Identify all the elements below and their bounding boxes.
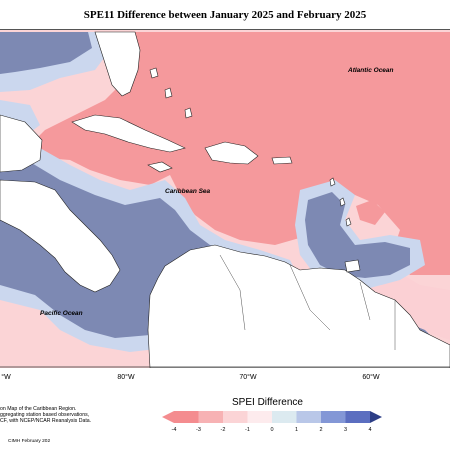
colorbar-bin <box>247 411 272 423</box>
colorbar-tick-label: -3 <box>196 427 201 433</box>
title-bar: SPE11 Difference between January 2025 an… <box>0 0 450 30</box>
colorbar-tick-label: -1 <box>245 427 250 433</box>
land-mexico <box>0 114 43 173</box>
land-florida <box>94 31 141 97</box>
lon-label-85w: °W <box>1 374 11 381</box>
colorbar-arrow-left <box>162 411 174 423</box>
colorbar: -4 -3 -2 -1 0 1 2 3 4 <box>162 411 382 433</box>
colorbar-arrow-right <box>370 411 382 423</box>
land-bahamas-1 <box>149 67 159 79</box>
colorbar-tick-label: 4 <box>368 427 371 433</box>
land-puerto-rico <box>271 156 293 165</box>
label-atlantic-ocean: Atlantic Ocean <box>347 67 394 74</box>
spei-map: Atlantic Ocean Caribbean Sea Pacific Oce… <box>0 30 450 368</box>
colorbar-tick-label: 0 <box>270 427 273 433</box>
anomaly-strong-negative-east <box>305 192 410 278</box>
land-antilles-2 <box>339 197 346 207</box>
land-central-america <box>0 179 121 293</box>
land-hispaniola <box>204 141 259 165</box>
source-line-3: CF, with NCEP/NCAR Reanalysis Data. <box>0 418 92 425</box>
land-antilles-3 <box>345 217 352 227</box>
border-3 <box>359 281 371 321</box>
colorbar-tick-label: -2 <box>221 427 226 433</box>
source-note: on Map of the Caribbean Region. ggregati… <box>0 406 120 425</box>
footer-credit: CIMH February 202 <box>8 439 51 444</box>
land-bahamas-3 <box>184 107 193 119</box>
lon-label-80w: 80°W <box>117 374 135 381</box>
lon-label-60w: 60°W <box>362 374 380 381</box>
map-title: SPE11 Difference between January 2025 an… <box>83 8 367 21</box>
borders <box>219 254 396 350</box>
colorbar-bin <box>223 411 248 423</box>
colorbar-tick-label: 1 <box>295 427 298 433</box>
colorbar-bin <box>198 411 223 423</box>
legend-title: SPEI Difference <box>232 397 303 408</box>
colorbar-tick-label: 2 <box>319 427 322 433</box>
label-pacific-ocean: Pacific Ocean <box>40 310 83 317</box>
land-trinidad <box>344 259 361 273</box>
colorbar-bin <box>272 411 297 423</box>
land-bahamas-2 <box>164 87 173 99</box>
source-line-1: on Map of the Caribbean Region. <box>0 406 77 412</box>
colorbar-tick-label: -4 <box>172 427 177 433</box>
border-1 <box>219 254 246 331</box>
colorbar-bin <box>296 411 321 423</box>
colorbar-bin <box>174 411 199 423</box>
label-caribbean-sea: Caribbean Sea <box>165 188 211 195</box>
colorbar-bin <box>345 411 370 423</box>
land-jamaica <box>147 161 173 173</box>
anomaly-strong-negative-nw <box>0 32 92 74</box>
anomaly-strong-negative-sw <box>0 162 270 338</box>
land <box>0 31 450 368</box>
land-south-america <box>147 244 450 368</box>
anomaly-strong-positive-pocket <box>356 200 385 225</box>
land-cuba <box>71 114 186 153</box>
source-line-2: ggregating station based observations, <box>0 412 90 419</box>
border-2 <box>289 264 331 331</box>
land-antilles-1 <box>329 177 336 187</box>
lon-label-70w: 70°W <box>239 374 257 381</box>
colorbar-bin <box>321 411 346 423</box>
colorbar-tick-label: 3 <box>344 427 347 433</box>
